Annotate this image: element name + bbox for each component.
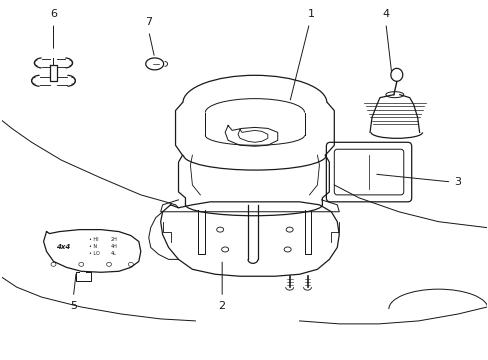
Text: • N: • N: [89, 244, 97, 249]
Text: 5: 5: [70, 301, 77, 311]
Text: 4: 4: [382, 9, 388, 19]
Text: 2: 2: [218, 301, 225, 311]
Text: 3: 3: [453, 177, 460, 187]
Text: 1: 1: [307, 9, 314, 19]
Text: 7: 7: [145, 17, 152, 27]
Text: • HI: • HI: [89, 237, 99, 242]
Text: • LO: • LO: [89, 251, 100, 256]
Text: 6: 6: [50, 9, 57, 19]
Text: 4H: 4H: [111, 244, 118, 249]
Text: 2H: 2H: [111, 237, 118, 242]
Text: 4x4: 4x4: [56, 244, 70, 251]
Text: 4L: 4L: [111, 251, 117, 256]
